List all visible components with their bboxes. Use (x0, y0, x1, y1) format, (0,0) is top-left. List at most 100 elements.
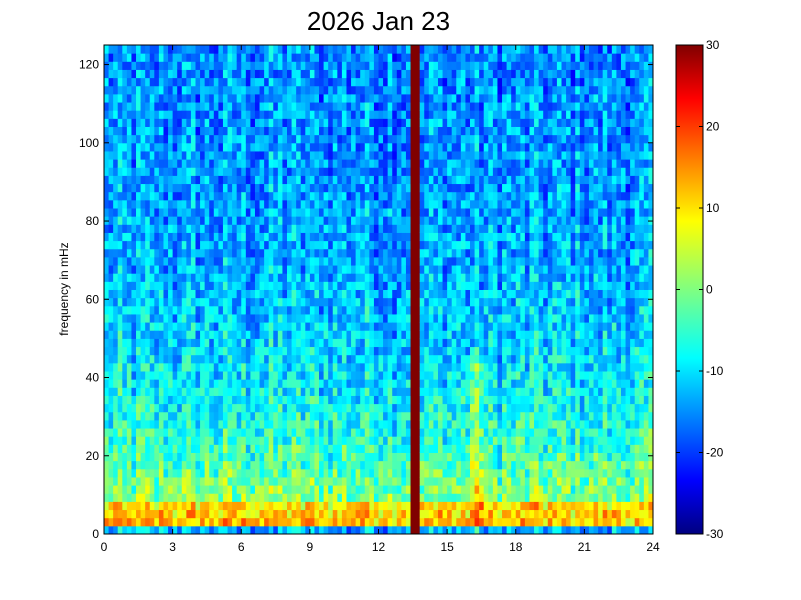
heatmap-cell (465, 452, 471, 462)
heatmap-cell (287, 208, 293, 217)
heatmap-cell (213, 322, 219, 331)
heatmap-cell (131, 289, 137, 299)
heatmap-cell (287, 379, 293, 388)
heatmap-cell (433, 102, 439, 111)
heatmap-cell (287, 395, 293, 405)
heatmap-cell (254, 346, 261, 356)
heatmap-cell (273, 322, 279, 331)
heatmap-cell (241, 61, 247, 70)
heatmap-cell (264, 362, 270, 372)
heatmap-cell (218, 338, 224, 348)
heatmap-cell (424, 240, 430, 250)
heatmap-cell (300, 525, 306, 535)
heatmap-cell (360, 428, 366, 437)
heatmap-cell (245, 460, 251, 470)
heatmap-cell (245, 199, 251, 209)
heatmap-cell (209, 354, 215, 364)
heatmap-cell (332, 216, 338, 225)
heatmap-cell (122, 150, 128, 160)
heatmap-cell (346, 216, 352, 225)
heatmap-cell (433, 110, 439, 119)
heatmap-cell (163, 240, 169, 250)
heatmap-cell (300, 159, 306, 168)
heatmap-cell (264, 289, 270, 299)
heatmap-cell (154, 313, 160, 323)
heatmap-cell (465, 476, 471, 486)
heatmap-cell (113, 142, 119, 152)
heatmap-cell (433, 61, 439, 70)
heatmap-cell (351, 330, 357, 339)
heatmap-cell (410, 362, 416, 372)
heatmap-cell (163, 53, 169, 62)
heatmap-cell (158, 45, 164, 54)
heatmap-cell (470, 273, 476, 282)
heatmap-cell (250, 476, 256, 486)
heatmap-cell (309, 77, 315, 87)
heatmap-cell (351, 118, 357, 127)
heatmap-cell (415, 501, 421, 511)
heatmap-cell (419, 493, 425, 502)
heatmap-cell (291, 395, 297, 405)
heatmap-cell (168, 265, 174, 274)
heatmap-cell (245, 403, 251, 413)
heatmap-cell (383, 281, 389, 290)
heatmap-cell (108, 61, 114, 70)
heatmap-cell (154, 525, 160, 535)
heatmap-cell (401, 208, 407, 217)
heatmap-cell (364, 191, 370, 201)
heatmap-cell (465, 305, 471, 315)
heatmap-cell (405, 208, 412, 217)
heatmap-cell (410, 468, 416, 478)
heatmap-cell (428, 61, 434, 70)
heatmap-cell (287, 69, 293, 79)
heatmap-cell (483, 460, 489, 470)
heatmap-cell (332, 265, 338, 274)
heatmap-cell (172, 313, 178, 323)
heatmap-cell (145, 419, 151, 429)
heatmap-cell (319, 509, 325, 519)
heatmap-cell (213, 297, 219, 307)
heatmap-cell (424, 452, 430, 462)
heatmap-cell (104, 436, 110, 445)
heatmap-cell (396, 69, 402, 79)
heatmap-cell (323, 493, 329, 502)
heatmap-cell (447, 134, 453, 144)
heatmap-cell (131, 485, 137, 494)
heatmap-cell (296, 371, 302, 380)
heatmap-cell (232, 395, 238, 405)
heatmap-cell (287, 468, 293, 478)
heatmap-cell (387, 240, 393, 250)
heatmap-cell (456, 208, 462, 217)
heatmap-cell (341, 248, 347, 258)
heatmap-cell (149, 493, 155, 502)
heatmap-cell (264, 224, 270, 233)
heatmap-cell (154, 256, 160, 266)
heatmap-cell (245, 167, 251, 176)
heatmap-cell (259, 77, 265, 87)
heatmap-cell (433, 338, 439, 348)
heatmap-cell (415, 93, 421, 103)
heatmap-cell (442, 53, 448, 62)
heatmap-cell (122, 428, 128, 437)
heatmap-cell (232, 102, 238, 111)
heatmap-cell (410, 199, 416, 209)
heatmap-cell (287, 118, 293, 127)
heatmap-cell (158, 509, 164, 519)
heatmap-cell (428, 436, 434, 445)
heatmap-cell (149, 346, 155, 356)
heatmap-cell (332, 444, 338, 453)
heatmap-cell (451, 362, 457, 372)
heatmap-cell (241, 183, 247, 193)
heatmap-cell (136, 305, 142, 315)
heatmap-cell (200, 159, 206, 168)
heatmap-cell (177, 371, 183, 380)
heatmap-cell (328, 118, 334, 127)
heatmap-cell (360, 240, 366, 250)
heatmap-cell (433, 509, 439, 519)
heatmap-cell (222, 77, 229, 87)
heatmap-cell (300, 509, 306, 519)
heatmap-cell (337, 493, 343, 502)
heatmap-cell (154, 411, 160, 421)
heatmap-cell (319, 289, 325, 299)
heatmap-cell (332, 371, 338, 380)
